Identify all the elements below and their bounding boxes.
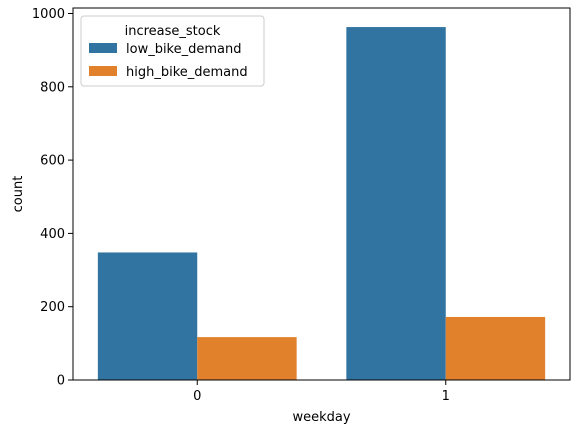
legend-title: increase_stock bbox=[125, 24, 221, 39]
y-axis-ticks: 0 200 400 600 800 1000 bbox=[32, 7, 73, 389]
legend-entry-low-bike-demand: low_bike_demand bbox=[126, 42, 242, 57]
legend-box bbox=[80, 15, 265, 87]
y-axis-label: count bbox=[11, 176, 26, 213]
x-tick-label-0: 0 bbox=[193, 389, 201, 404]
legend-swatch-low-bike-demand bbox=[89, 43, 117, 53]
y-tick-label-800: 800 bbox=[40, 80, 65, 95]
legend-swatch-high-bike-demand bbox=[89, 66, 117, 76]
bar-low-bike-demand-1 bbox=[346, 27, 446, 380]
x-axis-label: weekday bbox=[292, 410, 350, 425]
bar-high-bike-demand-1 bbox=[445, 316, 546, 380]
legend: increase_stock low_bike_demand high_bike… bbox=[80, 15, 265, 87]
plot-frame bbox=[72, 7, 571, 381]
y-tick-label-0: 0 bbox=[57, 374, 65, 389]
bar-high-bike-demand-0 bbox=[197, 337, 297, 380]
y-tick-label-600: 600 bbox=[40, 154, 65, 169]
bars bbox=[97, 27, 546, 380]
bar-low-bike-demand-0 bbox=[97, 252, 198, 380]
y-tick-label-200: 200 bbox=[40, 300, 65, 315]
y-tick-label-400: 400 bbox=[40, 227, 65, 242]
x-tick-label-1: 1 bbox=[442, 389, 450, 404]
y-tick-label-1000: 1000 bbox=[32, 7, 65, 22]
legend-entry-high-bike-demand: high_bike_demand bbox=[126, 65, 248, 80]
